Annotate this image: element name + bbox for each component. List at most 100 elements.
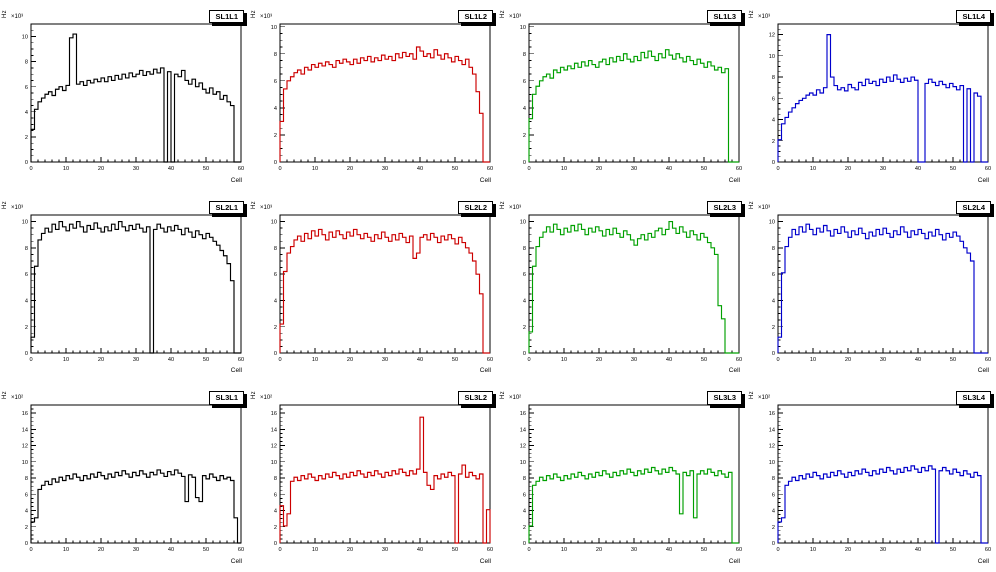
svg-text:50: 50: [950, 357, 956, 363]
svg-text:4: 4: [772, 298, 775, 304]
svg-text:4: 4: [25, 110, 28, 116]
x-axis-title: Cell: [977, 558, 989, 565]
svg-text:10: 10: [520, 25, 526, 31]
svg-text:0: 0: [776, 357, 779, 363]
svg-text:8: 8: [523, 246, 526, 252]
svg-text:10: 10: [312, 357, 318, 363]
svg-text:10: 10: [769, 54, 775, 60]
svg-text:50: 50: [950, 547, 956, 553]
svg-text:8: 8: [274, 52, 277, 58]
svg-text:2: 2: [25, 135, 28, 141]
panel-title: SL2L3: [713, 202, 736, 212]
svg-text:20: 20: [347, 166, 353, 172]
title-box: SL3L3: [707, 391, 742, 405]
svg-text:0: 0: [274, 351, 277, 357]
y-axis-exponent: ×10²: [11, 395, 24, 402]
svg-text:10: 10: [520, 219, 526, 225]
panel-sl3l1: Hz ×10² Cell SL3L1 0 10 20 30 40 50 60 0 2 4 6 8 10 1…: [0, 381, 249, 572]
panel-sl2l3: Hz ×10³ Cell SL2L3 0 10 20 30 40 50 60 0 2 4 6 8 10: [498, 191, 747, 382]
panel-sl2l4: Hz ×10³ Cell SL2L4 0 10 20 30 40 50 60 0 2 4 6 8 10: [747, 191, 996, 382]
svg-text:8: 8: [772, 75, 775, 81]
svg-text:0: 0: [523, 160, 526, 166]
panel-sl1l4: Hz ×10³ Cell SL1L4 0 10 20 30 40 50 60 0 2 4 6 8 10 1…: [747, 0, 996, 191]
svg-text:6: 6: [25, 493, 28, 499]
svg-text:8: 8: [523, 476, 526, 482]
svg-text:0: 0: [278, 357, 281, 363]
title-box: SL1L1: [209, 10, 244, 24]
svg-text:60: 60: [736, 547, 742, 553]
panel-title: SL2L2: [464, 202, 487, 212]
histogram-plot: 0 10 20 30 40 50 60 0 2 4 6 8 10: [271, 23, 493, 172]
title-box: SL2L4: [956, 200, 991, 215]
svg-text:30: 30: [631, 357, 637, 363]
title-box: SL2L2: [458, 200, 493, 215]
svg-text:30: 30: [880, 166, 886, 172]
svg-text:12: 12: [520, 444, 526, 450]
svg-text:0: 0: [772, 351, 775, 357]
svg-text:10: 10: [22, 219, 28, 225]
svg-text:0: 0: [274, 160, 277, 166]
svg-text:20: 20: [596, 166, 602, 172]
svg-text:10: 10: [22, 35, 28, 41]
svg-text:2: 2: [523, 525, 526, 531]
y-axis-exponent: ×10³: [260, 14, 273, 20]
svg-text:40: 40: [168, 166, 174, 172]
svg-text:10: 10: [561, 357, 567, 363]
histogram-plot: 0 10 20 30 40 50 60 0 2 4 6 8 10: [520, 23, 742, 172]
svg-text:40: 40: [417, 166, 423, 172]
svg-text:10: 10: [561, 547, 567, 553]
svg-text:0: 0: [772, 160, 775, 166]
y-axis-exponent: ×10³: [758, 204, 771, 211]
histogram-plot: 0 10 20 30 40 50 60 0 2 4 6 8 10 12 14 16: [271, 404, 493, 553]
svg-text:40: 40: [417, 357, 423, 363]
svg-text:2: 2: [274, 324, 277, 330]
svg-text:0: 0: [527, 547, 530, 553]
svg-text:4: 4: [772, 118, 775, 124]
svg-text:0: 0: [523, 351, 526, 357]
svg-text:0: 0: [274, 541, 277, 547]
svg-text:8: 8: [772, 246, 775, 252]
title-box: SL3L1: [209, 391, 244, 405]
histogram-plot: 0 10 20 30 40 50 60 0 2 4 6 8 10 12: [769, 23, 991, 172]
svg-text:10: 10: [271, 219, 277, 225]
svg-text:16: 16: [22, 412, 28, 418]
svg-text:2: 2: [274, 133, 277, 139]
panel-title: SL1L4: [962, 12, 985, 21]
title-box: SL3L4: [956, 391, 991, 405]
svg-text:2: 2: [772, 525, 775, 531]
svg-text:20: 20: [845, 357, 851, 363]
svg-text:6: 6: [772, 272, 775, 278]
panel-sl1l1: Hz ×10³ Cell SL1L1 0 10 20 30 40 50 60 0 2 4 6 8 10: [0, 0, 249, 191]
svg-text:4: 4: [274, 106, 277, 112]
x-axis-title: Cell: [728, 558, 740, 565]
svg-text:6: 6: [523, 79, 526, 85]
title-box: SL2L1: [209, 200, 244, 215]
svg-text:50: 50: [701, 166, 707, 172]
svg-text:20: 20: [347, 357, 353, 363]
svg-text:10: 10: [271, 460, 277, 466]
svg-text:40: 40: [168, 357, 174, 363]
panel-sl3l2: Hz ×10² Cell SL3L2 0 10 20 30 40 50 60 0 2 4 6 8 10 1…: [249, 381, 498, 572]
svg-text:4: 4: [772, 509, 775, 515]
svg-text:50: 50: [452, 357, 458, 363]
panel-sl1l2: Hz ×10³ Cell SL1L2 0 10 20 30 40 50 60 0 2 4 6 8 10: [249, 0, 498, 191]
title-box: SL3L2: [458, 391, 493, 405]
svg-text:10: 10: [22, 460, 28, 466]
svg-text:20: 20: [596, 547, 602, 553]
histogram-plot: 0 10 20 30 40 50 60 0 2 4 6 8 10: [271, 214, 493, 363]
svg-text:50: 50: [950, 166, 956, 172]
panel-title: SL1L1: [215, 12, 238, 21]
panel-title: SL2L1: [215, 202, 238, 212]
svg-text:10: 10: [769, 219, 775, 225]
svg-text:40: 40: [666, 547, 672, 553]
svg-text:10: 10: [63, 357, 69, 363]
svg-text:20: 20: [845, 547, 851, 553]
svg-text:60: 60: [736, 166, 742, 172]
svg-text:12: 12: [769, 444, 775, 450]
svg-text:6: 6: [274, 493, 277, 499]
y-axis-exponent: ×10³: [758, 14, 771, 20]
svg-text:20: 20: [845, 166, 851, 172]
svg-text:4: 4: [274, 509, 277, 515]
svg-text:30: 30: [382, 547, 388, 553]
svg-text:2: 2: [25, 324, 28, 330]
